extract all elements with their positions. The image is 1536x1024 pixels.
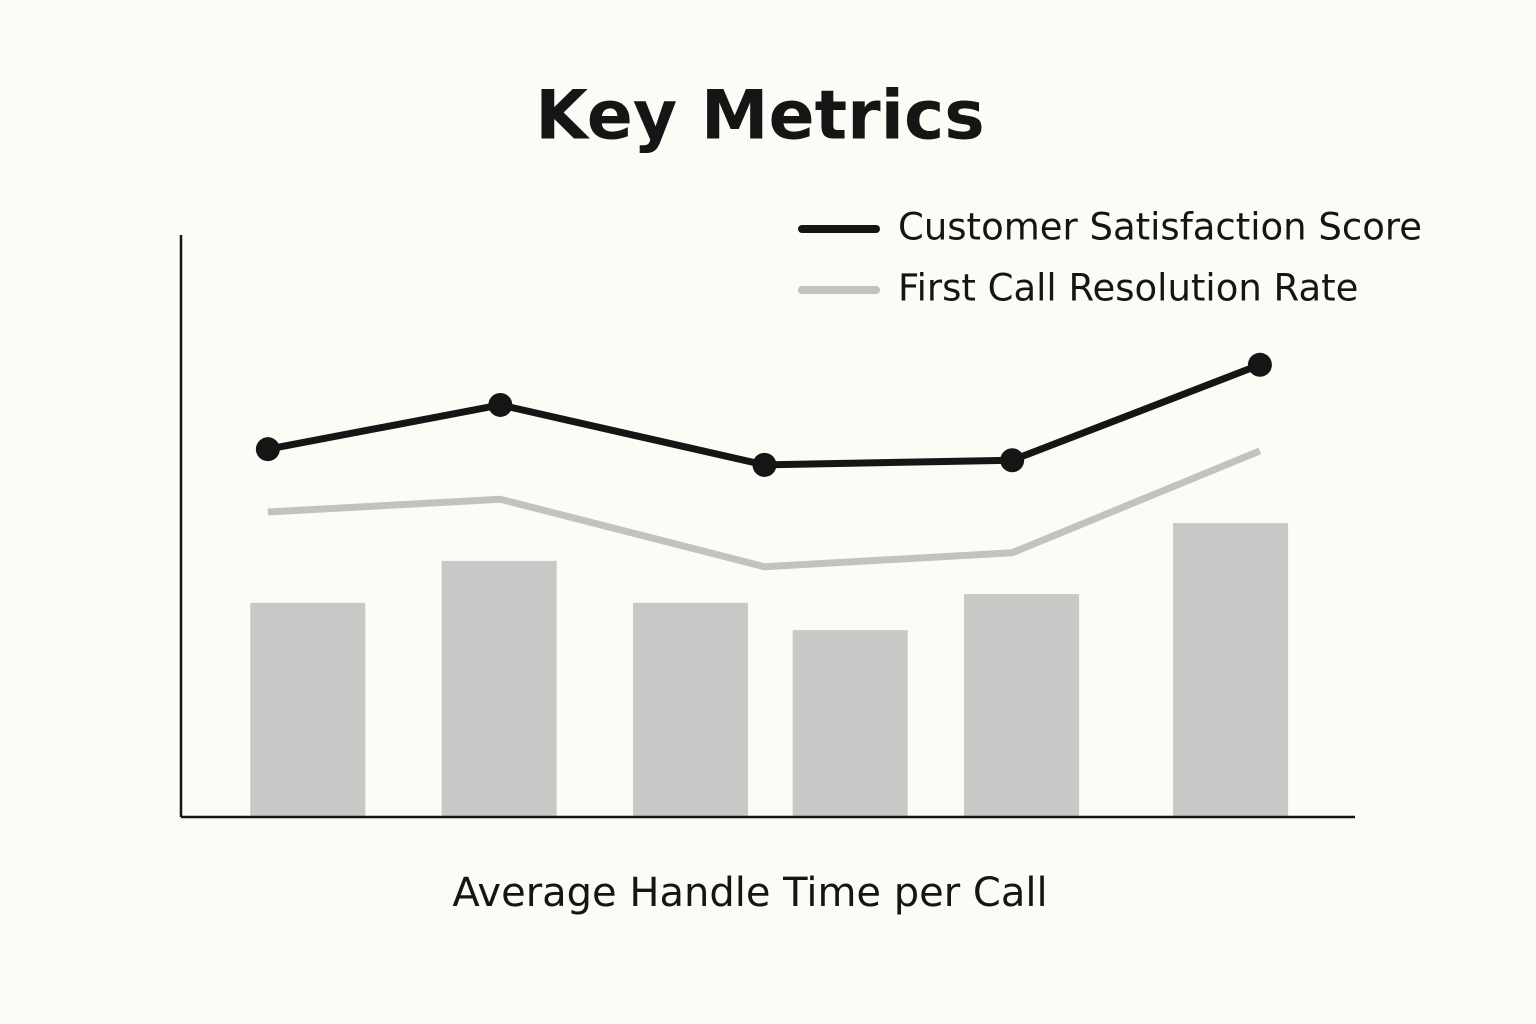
point xyxy=(1247,352,1272,377)
bar xyxy=(964,594,1080,817)
bar xyxy=(250,602,366,817)
line xyxy=(267,361,1262,469)
point xyxy=(752,452,777,477)
legend-label: Customer Satisfaction Score xyxy=(898,206,1422,249)
point xyxy=(488,392,513,417)
bar xyxy=(792,630,908,817)
point xyxy=(1000,448,1025,473)
point xyxy=(255,437,280,462)
bar xyxy=(1173,523,1289,817)
line xyxy=(267,447,1262,571)
x-axis-label: Average Handle Time per Call xyxy=(452,870,1047,916)
legend-label: First Call Resolution Rate xyxy=(898,267,1358,310)
bar xyxy=(441,560,557,817)
chart-title: Key Metrics xyxy=(535,77,985,156)
bar xyxy=(632,602,749,817)
